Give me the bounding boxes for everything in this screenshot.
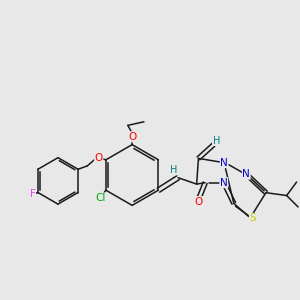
Text: S: S bbox=[249, 213, 256, 224]
Text: O: O bbox=[128, 132, 136, 142]
Text: N: N bbox=[242, 169, 250, 179]
Text: N: N bbox=[220, 158, 228, 168]
Text: O: O bbox=[195, 196, 203, 207]
Text: Cl: Cl bbox=[95, 193, 106, 203]
Text: O: O bbox=[94, 153, 103, 163]
Text: H: H bbox=[213, 136, 220, 146]
Text: H: H bbox=[170, 165, 178, 175]
Text: F: F bbox=[30, 189, 35, 199]
Text: N: N bbox=[220, 178, 228, 188]
